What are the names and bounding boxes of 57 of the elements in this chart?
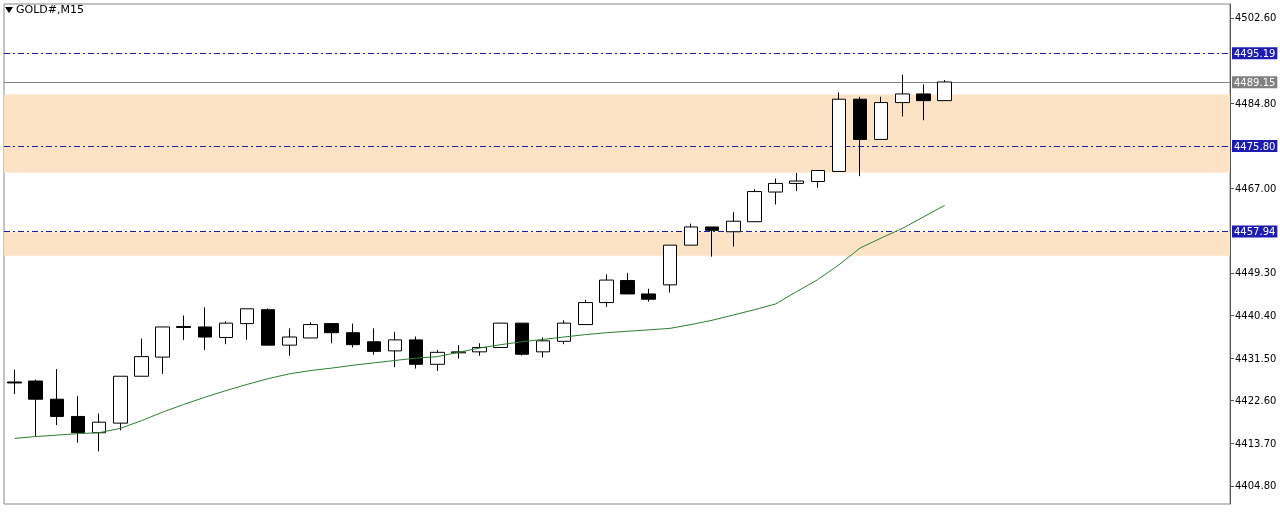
line-series (14, 204, 946, 439)
candlestick (916, 83, 931, 121)
candlestick (832, 92, 846, 172)
candlestick (684, 223, 698, 246)
candlestick (937, 79, 952, 102)
candlestick (409, 336, 423, 370)
candlestick (261, 307, 275, 346)
y-tick-label: 4484.80 (1235, 97, 1277, 109)
candlestick (92, 413, 106, 452)
candlestick (155, 326, 170, 375)
candlestick (7, 369, 22, 395)
ref-line-label: 4489.15 (1234, 76, 1276, 88)
ref-line-label: 4457.94 (1234, 226, 1276, 238)
candlestick (28, 379, 43, 438)
candlestick (874, 96, 888, 140)
candlestick (853, 96, 867, 177)
y-tick-label: 4467.00 (1235, 182, 1277, 194)
candlestick (811, 170, 825, 189)
candlestick (134, 337, 149, 377)
candlestick (240, 308, 254, 341)
y-tick-label: 4440.40 (1235, 309, 1277, 321)
y-tick-label: 4404.80 (1235, 480, 1277, 492)
y-tick-label: 4449.30 (1235, 267, 1277, 279)
candlestick (493, 322, 508, 349)
candlestick (71, 395, 85, 444)
candlestick (198, 306, 212, 351)
candlestick (536, 336, 550, 359)
candlestick (726, 211, 741, 248)
candlestick (324, 323, 339, 344)
candlestick (663, 244, 677, 294)
y-tick-label: 4502.60 (1235, 12, 1277, 24)
candlestick (705, 226, 719, 258)
chart-title: GOLD#,M15 (16, 3, 84, 16)
y-tick-label: 4422.60 (1235, 395, 1277, 407)
candlestick (303, 321, 318, 339)
candlestick (578, 299, 593, 326)
candlestick (282, 327, 297, 357)
ref-line-label: 4495.19 (1234, 47, 1276, 59)
candlestick (789, 172, 804, 192)
candlestick (219, 320, 233, 345)
candlestick (388, 331, 402, 368)
candlestick (346, 323, 360, 349)
candlestick (557, 319, 571, 345)
candlestick (50, 368, 64, 426)
candlestick (895, 74, 910, 117)
candlestick (768, 178, 783, 205)
y-tick-label: 4413.70 (1235, 437, 1277, 449)
candlestick (620, 272, 635, 295)
candlestick (113, 375, 128, 431)
candlestick (367, 327, 381, 356)
candlestick (515, 322, 529, 357)
candlestick (176, 314, 191, 341)
ref-line-label: 4475.80 (1234, 140, 1276, 152)
y-tick-label: 4431.50 (1235, 352, 1277, 364)
candlestick (747, 188, 762, 223)
candlestick (641, 288, 656, 303)
candlestick (599, 273, 614, 308)
